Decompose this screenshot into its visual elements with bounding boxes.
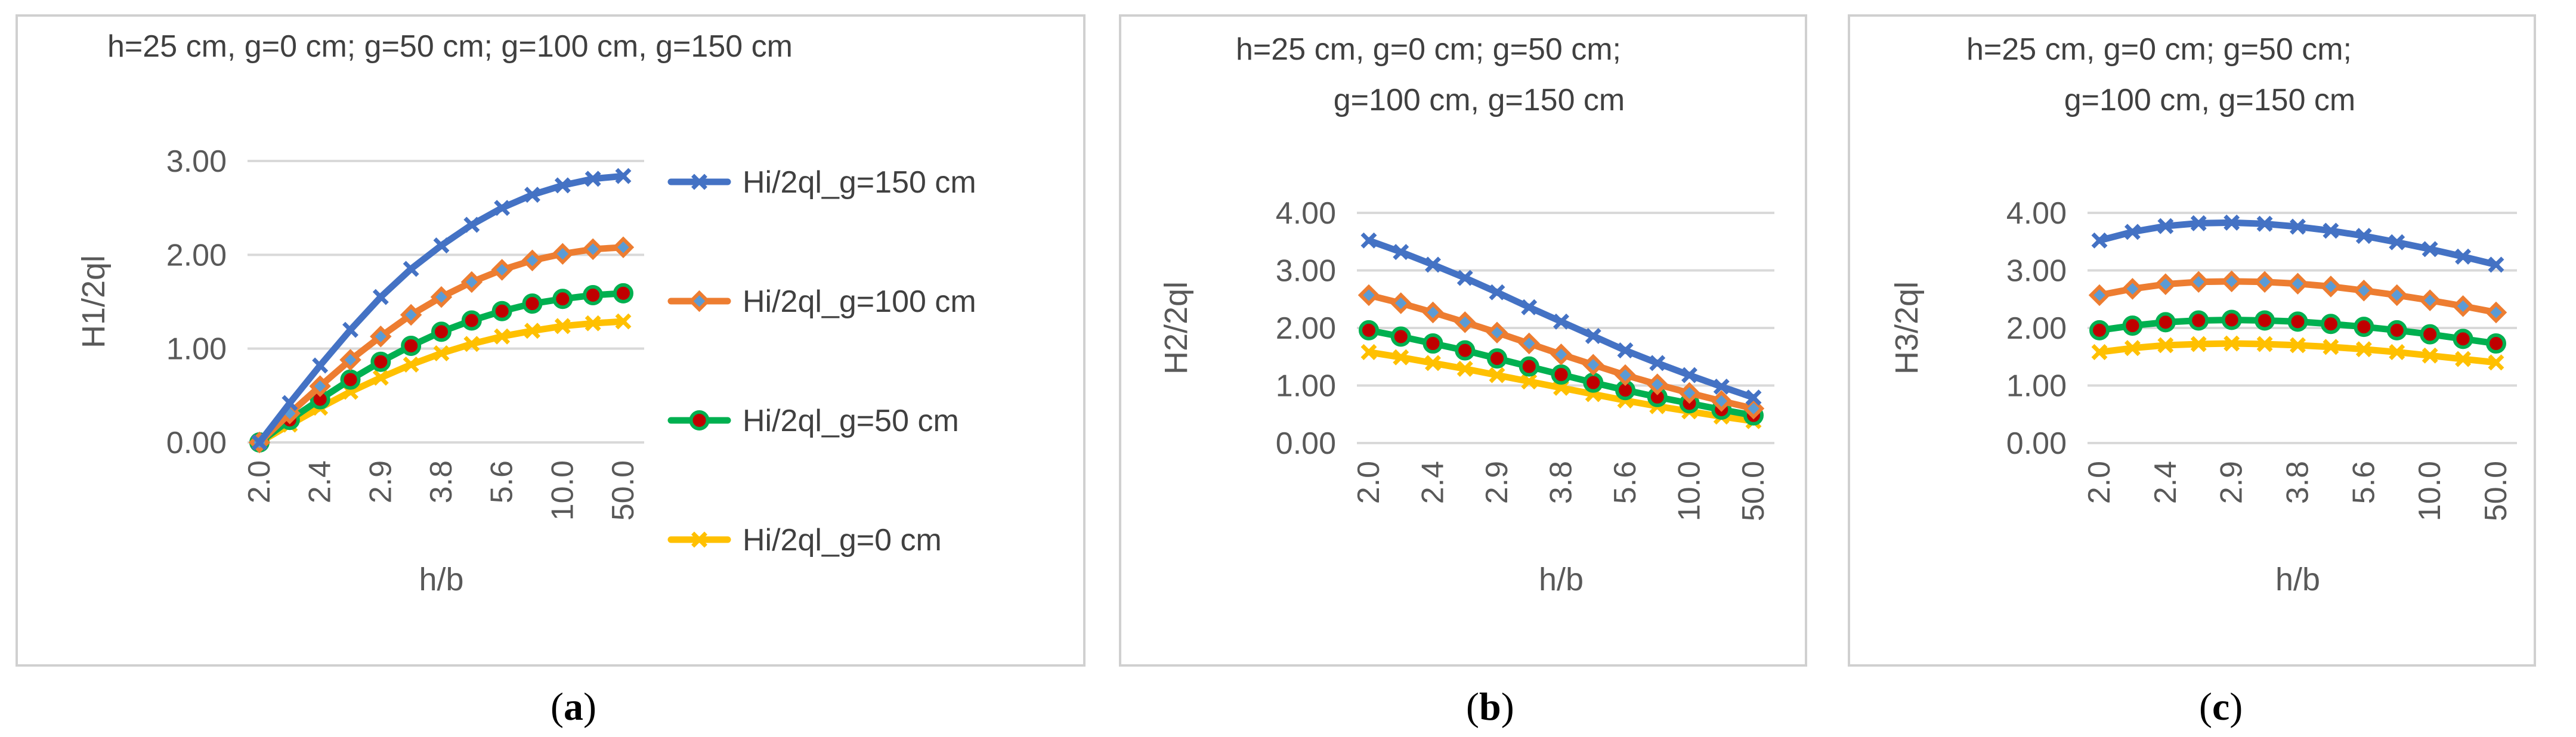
data-point-8 <box>494 303 511 320</box>
x-tick-label: 5.6 <box>1608 461 1643 504</box>
chart-title-line: g=100 cm, g=150 cm <box>2064 83 2356 117</box>
x-axis-label: h/b <box>419 562 463 597</box>
y-tick-label: 1.00 <box>1276 369 1336 404</box>
data-point-4 <box>2224 311 2240 328</box>
x-tick-label: 50.0 <box>606 460 641 521</box>
x-tick-label: 10.0 <box>1672 461 1707 521</box>
x-tick-label: 2.9 <box>2215 461 2249 504</box>
data-point-1 <box>2124 317 2141 334</box>
caption-close-paren: ) <box>1501 685 1514 729</box>
x-tick-label: 50.0 <box>1736 461 1771 521</box>
caption-close-paren: ) <box>583 685 596 729</box>
caption-letter: a <box>564 685 583 729</box>
chart-title-line: h=25 cm, g=0 cm; g=50 cm; <box>1966 32 2352 67</box>
x-axis-label: h/b <box>2275 562 2320 597</box>
data-point-9 <box>524 295 541 312</box>
x-tick-label: 10.0 <box>2413 461 2447 521</box>
y-tick-label: 2.00 <box>166 238 227 272</box>
data-point-3 <box>342 371 359 388</box>
y-tick-label: 3.00 <box>2006 254 2067 289</box>
caption-open-paren: ( <box>551 685 564 729</box>
x-tick-label: 2.4 <box>2148 461 2183 504</box>
y-axis-label: H2/2ql <box>1158 281 1194 374</box>
data-point-0 <box>2091 322 2108 339</box>
y-tick-label: 1.00 <box>2006 369 2067 404</box>
chart-title: h=25 cm, g=0 cm; g=50 cm; g=100 cm, g=15… <box>107 29 793 64</box>
data-point-12 <box>2488 335 2504 352</box>
x-tick-label: 2.0 <box>1352 461 1386 504</box>
x-tick-label: 5.6 <box>485 460 519 503</box>
data-point-8 <box>2355 318 2372 335</box>
data-point-6 <box>2290 313 2306 330</box>
y-tick-label: 1.00 <box>166 332 227 367</box>
y-tick-label: 3.00 <box>1276 254 1336 289</box>
figure-canvas: h=25 cm, g=0 cm; g=50 cm; g=100 cm, g=15… <box>0 0 2576 737</box>
caption-open-paren: ( <box>2199 685 2212 729</box>
x-tick-label: 10.0 <box>545 460 580 521</box>
legend-label: Hi/2ql_g=150 cm <box>743 165 976 200</box>
x-tick-label: 3.8 <box>424 460 459 503</box>
data-point-11 <box>585 287 601 304</box>
data-point-legend <box>691 412 708 429</box>
x-tick-label: 2.4 <box>1416 461 1451 504</box>
x-tick-label: 2.4 <box>303 460 338 503</box>
data-point-10 <box>2422 326 2438 343</box>
data-point-7 <box>1585 374 1601 391</box>
legend-label: Hi/2ql_g=50 cm <box>743 404 959 438</box>
y-tick-label: 0.00 <box>1276 426 1336 461</box>
y-axis-label: H1/2ql <box>76 255 112 348</box>
caption-close-paren: ) <box>2229 685 2243 729</box>
data-point-1 <box>1393 328 1409 345</box>
data-point-6 <box>433 323 450 340</box>
caption-open-paren: ( <box>1466 685 1479 729</box>
chart-title-line: h=25 cm, g=0 cm; g=50 cm; <box>1236 32 1621 67</box>
y-axis-label: H3/2ql <box>1889 281 1925 374</box>
data-point-4 <box>372 354 389 370</box>
y-tick-label: 2.00 <box>1276 311 1336 346</box>
data-point-2 <box>2157 314 2174 330</box>
y-tick-label: 4.00 <box>2006 196 2067 231</box>
y-tick-label: 2.00 <box>2006 311 2067 346</box>
chart-title-line: g=100 cm, g=150 cm <box>1334 83 1625 117</box>
data-point-7 <box>2323 315 2339 332</box>
data-point-12 <box>615 285 632 302</box>
data-point-3 <box>2190 312 2207 329</box>
caption-a: (a) <box>551 685 596 729</box>
x-tick-label: 2.0 <box>2082 461 2117 504</box>
data-point-5 <box>403 337 419 354</box>
x-tick-label: 5.6 <box>2346 461 2381 504</box>
data-point-6 <box>1553 366 1570 383</box>
x-tick-label: 2.0 <box>242 460 277 503</box>
y-tick-label: 4.00 <box>1276 196 1336 231</box>
x-tick-label: 3.8 <box>1544 461 1579 504</box>
caption-b: (b) <box>1466 685 1514 729</box>
y-tick-label: 0.00 <box>166 426 227 460</box>
data-point-11 <box>2455 330 2472 347</box>
chart-title-line: h=25 cm, g=0 cm; g=50 cm; g=100 cm, g=15… <box>107 29 793 64</box>
data-point-10 <box>554 290 571 307</box>
x-tick-label: 50.0 <box>2479 461 2513 521</box>
y-tick-label: 3.00 <box>166 144 227 179</box>
data-point-9 <box>2389 322 2405 339</box>
data-point-7 <box>463 312 480 329</box>
data-point-4 <box>1489 350 1505 367</box>
x-tick-label: 2.9 <box>363 460 398 503</box>
data-point-5 <box>2256 312 2273 329</box>
caption-letter: c <box>2212 685 2229 729</box>
y-tick-label: 0.00 <box>2006 426 2067 461</box>
legend-label: Hi/2ql_g=0 cm <box>743 523 942 558</box>
x-axis-label: h/b <box>1539 562 1584 597</box>
caption-c: (c) <box>2199 685 2243 729</box>
data-point-2 <box>1425 335 1442 352</box>
x-tick-label: 3.8 <box>2281 461 2315 504</box>
legend-label: Hi/2ql_g=100 cm <box>743 284 976 319</box>
data-point-5 <box>1521 358 1538 375</box>
data-point-0 <box>1360 322 1377 339</box>
x-tick-label: 2.9 <box>1480 461 1514 504</box>
data-point-3 <box>1456 342 1473 359</box>
caption-letter: b <box>1479 685 1501 729</box>
